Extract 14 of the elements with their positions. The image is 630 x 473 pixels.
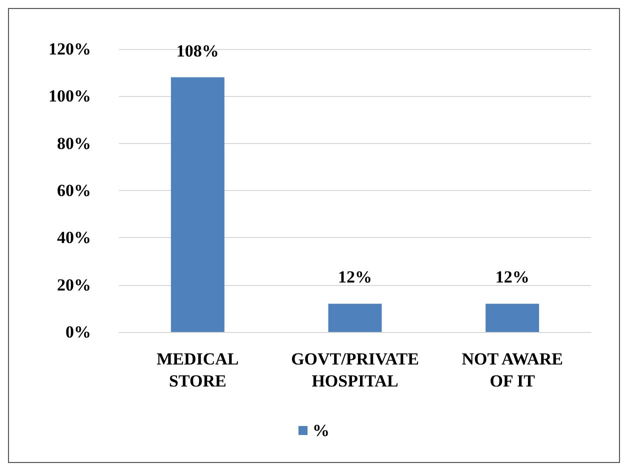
x-tick-label: MEDICAL STORE: [156, 350, 239, 390]
y-tick-label: 100%: [48, 86, 91, 106]
y-tick-label: 0%: [66, 322, 91, 342]
y-tick-label: 80%: [57, 134, 91, 153]
x-tick-label: NOT AWARE OF IT: [462, 350, 563, 390]
x-tick-label: GOVT/PRIVATE HOSPITAL: [291, 350, 419, 390]
y-tick-label: 60%: [57, 181, 91, 200]
data-label: 12%: [495, 268, 530, 287]
data-label: 108%: [176, 41, 219, 60]
y-tick-label: 40%: [57, 228, 91, 248]
y-tick-label: 120%: [48, 40, 91, 58]
data-label: 12%: [338, 268, 372, 287]
y-tick-label: 20%: [57, 275, 91, 294]
legend-label: %: [312, 421, 330, 440]
